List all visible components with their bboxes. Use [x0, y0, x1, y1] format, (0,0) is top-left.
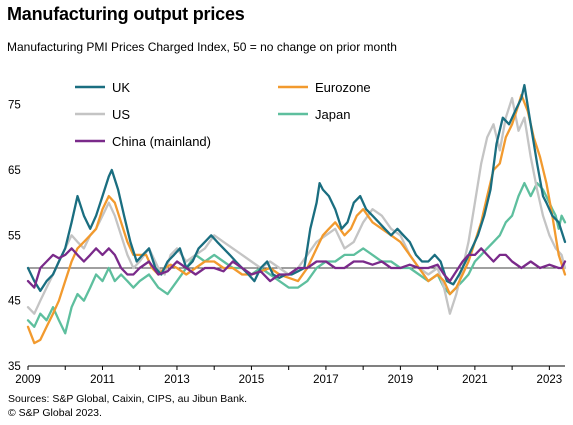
x-tick-label-2017: 2017: [313, 374, 339, 386]
series-line-japan: [26, 181, 567, 335]
legend-label-china-mainland: China (mainland): [112, 134, 211, 149]
x-tick-label-2013: 2013: [164, 374, 190, 386]
source-line-2: © S&P Global 2023.: [8, 407, 102, 419]
y-tick-label-55: 55: [8, 230, 21, 242]
legend-label-japan: Japan: [315, 107, 350, 122]
series-line-uk: [26, 83, 567, 293]
y-tick-label-45: 45: [8, 296, 21, 308]
x-tick-label-2011: 2011: [90, 374, 115, 386]
source-note: Sources: S&P Global, Caixin, CIPS, au Ji…: [8, 392, 247, 420]
chart-subtitle: Manufacturing PMI Prices Charged Index, …: [7, 40, 397, 54]
x-tick-label-2009: 2009: [15, 374, 41, 386]
y-tick-label-65: 65: [8, 165, 21, 177]
legend-label-uk: UK: [112, 80, 130, 95]
y-tick-label-75: 75: [8, 100, 21, 112]
x-tick-label-2023: 2023: [537, 374, 563, 386]
x-tick-label-2019: 2019: [388, 374, 414, 386]
series-line-china-mainland: [26, 247, 567, 289]
source-line-1: Sources: S&P Global, Caixin, CIPS, au Ji…: [8, 393, 248, 405]
y-tick-label-35: 35: [8, 361, 21, 373]
legend-label-eurozone: Eurozone: [315, 80, 371, 95]
series-line-eurozone: [26, 93, 567, 345]
legend-label-us: US: [112, 107, 130, 122]
x-tick-label-2021: 2021: [462, 374, 488, 386]
chart-title: Manufacturing output prices: [7, 4, 245, 24]
x-tick-label-2015: 2015: [239, 374, 265, 386]
